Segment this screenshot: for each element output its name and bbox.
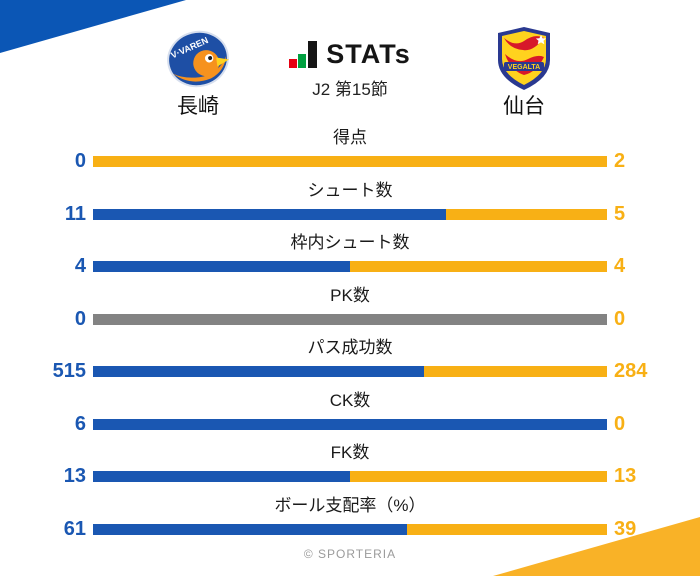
- bar-segment-away: [93, 156, 607, 167]
- bar-segment-away: [424, 366, 607, 377]
- stat-bar: [93, 156, 607, 167]
- stat-bar: [93, 208, 607, 220]
- stat-row: パス成功数 515 284: [0, 337, 700, 390]
- home-value: 6: [74, 412, 86, 435]
- stats-rows: 得点 0 2 シュート数 11 5 枠内シュート数 4 4 PK数 0 0 パス成功数 515 284 CK数…: [0, 127, 700, 547]
- title-block: STATs J2 第15節: [250, 38, 450, 100]
- bar-segment-home: [93, 366, 425, 377]
- footer-credit: © SPORTERIA: [303, 547, 397, 561]
- stat-row: PK数 0 0: [0, 285, 700, 338]
- away-team-name: 仙台: [503, 95, 545, 118]
- stat-row: 得点 0 2: [0, 127, 700, 180]
- away-team-header: VEGALTA 仙台: [424, 26, 624, 119]
- home-team-header: V·VAREN 長崎: [98, 26, 298, 119]
- home-team-name: 長崎: [177, 95, 219, 118]
- bar-segment-away: [446, 208, 607, 220]
- home-value: 13: [63, 465, 86, 487]
- stat-label: パス成功数: [307, 338, 393, 357]
- stat-row: 枠内シュート数 4 4: [0, 232, 700, 285]
- away-value: 13: [614, 465, 637, 487]
- away-value: 39: [614, 517, 637, 540]
- stat-bar: [93, 261, 607, 272]
- home-value: 0: [74, 150, 86, 172]
- bar-segment-away: [350, 471, 607, 482]
- stat-bar-line: 515 284: [0, 361, 700, 382]
- stat-label: PK数: [330, 285, 370, 305]
- home-value: 4: [74, 255, 86, 277]
- stat-row: FK数 13 13: [0, 442, 700, 495]
- away-value: 5: [614, 202, 626, 225]
- away-value: 0: [614, 412, 626, 435]
- home-value: 11: [64, 202, 86, 225]
- bar-segment-home: [93, 261, 350, 272]
- stat-bar-line: 11 5: [0, 202, 700, 225]
- stat-bar: [93, 471, 607, 482]
- bar-segment-home: [93, 523, 407, 535]
- stat-bar: [93, 523, 607, 535]
- jstats-brand: STATs: [250, 38, 450, 68]
- stat-label: 枠内シュート数: [290, 233, 410, 252]
- stat-row: CK数 6 0: [0, 390, 700, 443]
- bar-segment-home: [93, 471, 350, 482]
- away-value: 284: [614, 360, 648, 382]
- bar-segment-home: [93, 208, 447, 220]
- stat-bar: [93, 418, 607, 430]
- stat-label: CK数: [329, 390, 371, 410]
- svg-text:VEGALTA: VEGALTA: [508, 64, 540, 71]
- stat-row: ボール支配率（%） 61 39: [0, 495, 700, 548]
- stat-bar: [93, 313, 607, 325]
- home-value: 61: [63, 517, 86, 540]
- stat-label: 得点: [333, 128, 367, 147]
- bar-segment-away: [406, 523, 607, 535]
- vegalta-sendai-crest-icon: VEGALTA: [498, 27, 550, 90]
- match-round-subtitle: J2 第15節: [312, 80, 388, 99]
- stat-row: シュート数 11 5: [0, 180, 700, 233]
- bar-segment-neutral: [93, 313, 607, 325]
- away-value: 2: [614, 150, 626, 172]
- bar-segment-away: [350, 261, 607, 272]
- stat-bar-line: 61 39: [0, 517, 700, 540]
- v-varen-nagasaki-crest-icon: V·VAREN: [167, 30, 230, 88]
- away-value: 4: [614, 255, 626, 277]
- stat-label: FK数: [330, 443, 370, 462]
- jstats-bar-chart-icon: [289, 41, 318, 68]
- home-value: 515: [52, 360, 86, 382]
- home-value: 0: [74, 307, 86, 330]
- away-value: 0: [614, 307, 626, 330]
- stat-label: シュート数: [307, 180, 393, 200]
- stat-label: ボール支配率（%）: [274, 495, 426, 515]
- stat-bar: [93, 366, 607, 377]
- brand-text: STATs: [326, 39, 411, 69]
- stat-bar-line: 13 13: [0, 466, 700, 487]
- bar-segment-home: [93, 418, 607, 430]
